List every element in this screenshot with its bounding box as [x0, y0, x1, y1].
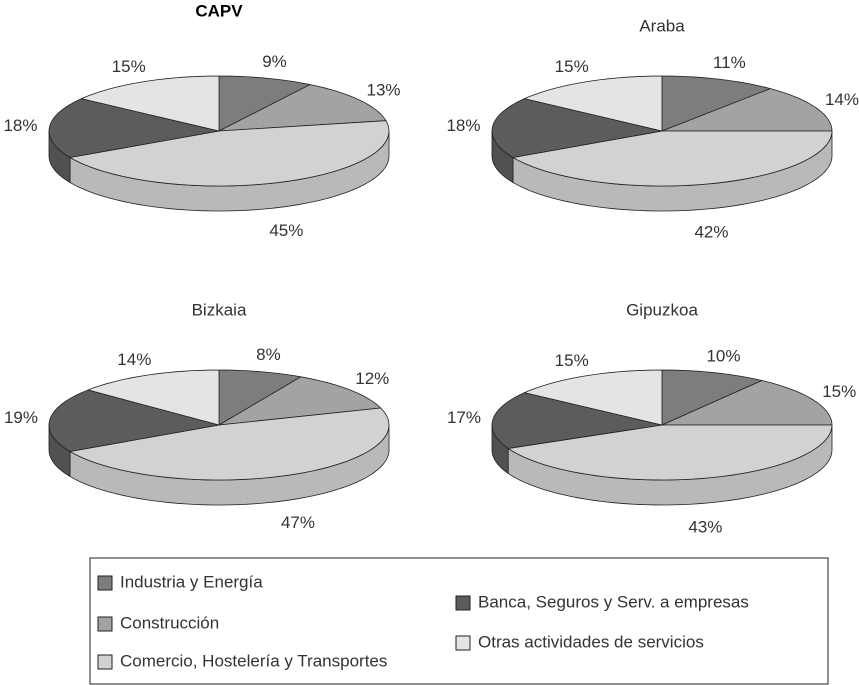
pie-slice — [507, 424, 833, 481]
data-label: 14% — [825, 90, 859, 109]
legend-label: Comercio, Hostelería y Transportes — [120, 651, 387, 670]
data-label: 45% — [269, 221, 303, 240]
data-label: 11% — [713, 53, 746, 72]
pie-slice — [48, 389, 220, 452]
data-label: 8% — [256, 345, 281, 364]
data-label: 17% — [447, 408, 481, 427]
pie-slice — [524, 369, 663, 426]
legend-swatch — [97, 616, 113, 632]
data-label: 15% — [555, 57, 589, 76]
pie-slice — [491, 392, 663, 449]
pie-slice — [661, 380, 833, 426]
legend-swatch — [455, 595, 471, 611]
pie-slice — [491, 98, 663, 158]
data-label: 9% — [262, 52, 287, 71]
legend-swatch — [97, 575, 113, 591]
data-label: 15% — [555, 351, 589, 370]
legend-swatch — [97, 654, 113, 670]
pie-slice — [661, 88, 833, 132]
pie-slice — [524, 75, 663, 132]
data-label: 15% — [822, 382, 856, 401]
pie-slice — [69, 407, 390, 481]
data-label: 19% — [4, 408, 38, 427]
legend-box — [89, 557, 829, 685]
chart-title: CAPV — [195, 1, 243, 20]
data-label: 14% — [117, 350, 151, 369]
data-label: 42% — [694, 223, 728, 242]
data-label: 18% — [3, 116, 37, 135]
pie-slice — [661, 369, 763, 426]
pie-slice — [218, 75, 311, 132]
pie-slice — [87, 369, 220, 426]
legend-label: Industria y Energía — [120, 572, 263, 591]
pie-slice — [48, 98, 220, 158]
data-label: 43% — [688, 517, 722, 536]
data-label: 18% — [446, 116, 480, 135]
pie-slice — [69, 120, 390, 187]
legend-label: Otras actividades de servicios — [478, 632, 704, 651]
data-label: 10% — [706, 346, 740, 365]
pie-slice — [218, 369, 302, 426]
pie-slice — [512, 130, 833, 187]
legend-label: Banca, Seguros y Serv. a empresas — [478, 592, 749, 611]
data-label: 12% — [355, 369, 389, 388]
legend-label: Construcción — [120, 613, 219, 632]
data-label: 47% — [281, 513, 315, 532]
data-label: 13% — [366, 80, 400, 99]
data-label: 15% — [112, 57, 146, 76]
chart-title: Gipuzkoa — [626, 300, 698, 319]
legend-swatch — [455, 635, 471, 651]
pie-slice — [81, 75, 220, 132]
chart-title: Bizkaia — [192, 300, 247, 319]
chart-title: Araba — [639, 16, 685, 35]
pie-slice — [218, 376, 382, 426]
pie-slice — [218, 84, 387, 132]
pie-slice — [661, 75, 771, 132]
